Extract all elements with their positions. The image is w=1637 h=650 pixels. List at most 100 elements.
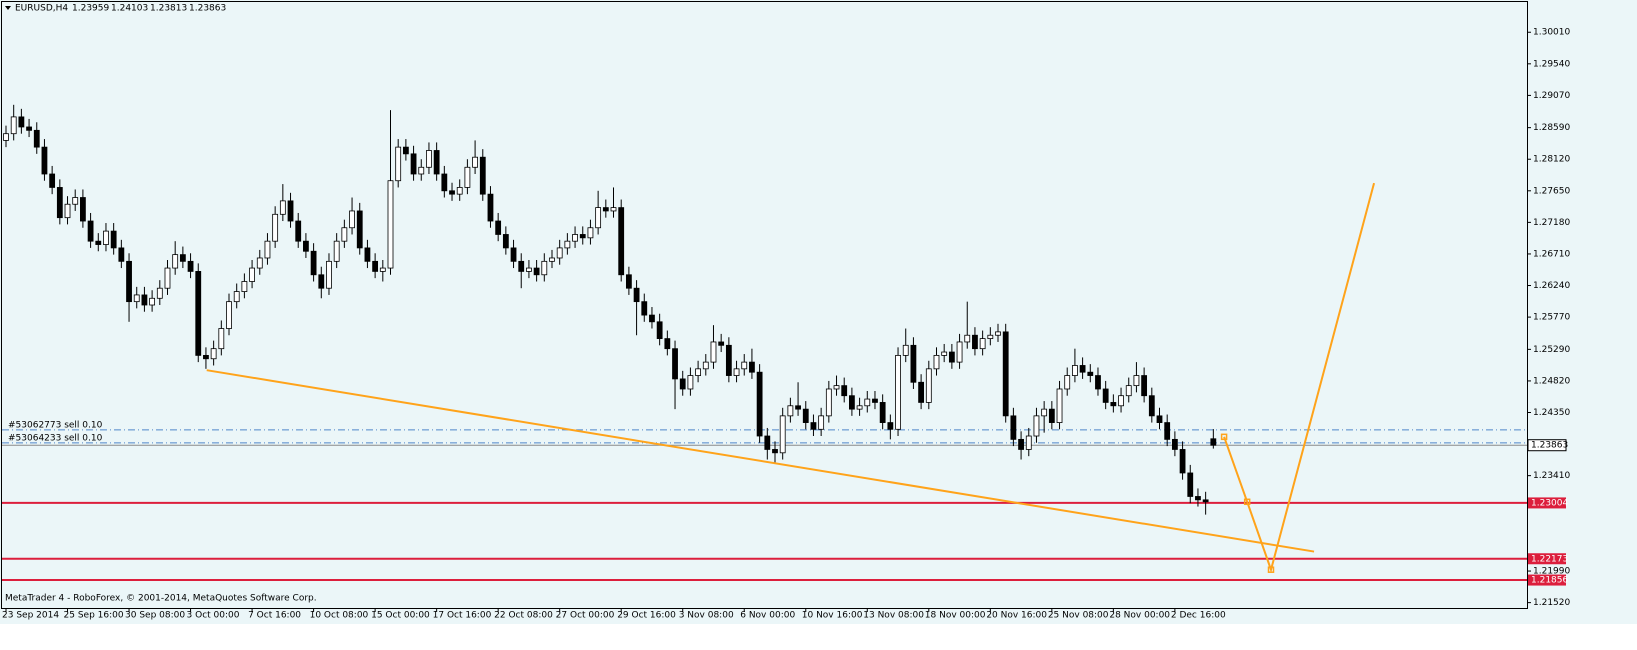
- candle-body: [1002, 331, 1009, 417]
- candle-body: [426, 150, 432, 168]
- candle-body: [595, 207, 602, 229]
- candle-body: [956, 341, 963, 363]
- candle-body: [895, 354, 901, 430]
- candle-body: [402, 146, 409, 155]
- x-tick-label: 27 Oct 00:00: [556, 611, 615, 621]
- candle-body: [779, 415, 786, 454]
- candle-body: [879, 402, 886, 423]
- candle-body: [587, 227, 594, 239]
- candle-body: [1148, 395, 1155, 417]
- x-tick-label: 23 Sep 2014: [2, 611, 59, 621]
- candle-body: [925, 368, 932, 403]
- level-label: 1.21856: [1531, 576, 1568, 586]
- candle-body: [1018, 438, 1024, 450]
- candle-body: [741, 361, 748, 370]
- candle-body: [841, 385, 848, 397]
- candle-body: [1095, 375, 1101, 390]
- candle-body: [195, 271, 202, 356]
- candle-body: [310, 250, 317, 276]
- x-tick-label: 25 Nov 08:00: [1048, 611, 1109, 621]
- candle-body: [987, 334, 994, 339]
- candle-body: [133, 294, 140, 303]
- candle-body: [341, 227, 348, 242]
- candle-body: [26, 126, 32, 131]
- candle-body: [833, 385, 840, 390]
- candle-body: [464, 166, 471, 188]
- candle-body: [49, 173, 56, 188]
- candle-body: [695, 368, 701, 376]
- candle-body: [141, 294, 148, 306]
- y-tick-label: 1.28120: [1533, 155, 1570, 165]
- candle-body: [80, 197, 86, 222]
- x-tick-label: 6 Nov 00:00: [740, 611, 795, 621]
- trendline-anchor: [1243, 498, 1251, 506]
- trendline: [206, 369, 1315, 553]
- candle-body: [472, 156, 478, 168]
- candle-body: [1102, 388, 1109, 403]
- x-tick-label: 20 Nov 16:00: [986, 611, 1047, 621]
- menu-triangle[interactable]: [5, 6, 11, 10]
- candle-body: [518, 260, 525, 272]
- level-box: [1528, 553, 1566, 565]
- candle-body: [579, 234, 586, 239]
- candle-body: [664, 338, 671, 350]
- candle-body: [364, 247, 371, 262]
- candle-body: [333, 240, 340, 262]
- candle-body: [110, 230, 117, 249]
- y-tick-label: 1.28590: [1533, 123, 1570, 133]
- candle-body: [87, 220, 94, 242]
- y-tick-label: 1.26710: [1533, 249, 1570, 259]
- y-tick-label: 1.27650: [1533, 186, 1570, 196]
- candle-body: [387, 180, 394, 269]
- candle-body: [1195, 496, 1201, 501]
- candle-body: [1125, 385, 1132, 397]
- symbol-title: EURUSD,H4: [15, 4, 68, 14]
- candle-body: [249, 267, 255, 282]
- y-tick-label: 1.26240: [1533, 281, 1570, 291]
- candle-body: [733, 368, 740, 376]
- candle-body: [710, 341, 717, 363]
- candle-body: [164, 267, 171, 289]
- candle-body: [1072, 365, 1078, 376]
- candle-body: [156, 287, 163, 299]
- candle-body: [318, 274, 325, 289]
- candle-body: [972, 334, 978, 350]
- candle-body: [948, 351, 955, 363]
- order-label: #53062773 sell 0.10: [8, 420, 103, 430]
- candle-body: [241, 281, 248, 292]
- candle-body: [395, 146, 402, 182]
- candle-body: [1156, 415, 1163, 423]
- x-tick-label: 3 Oct 00:00: [187, 611, 240, 621]
- y-tick-label: 1.21520: [1533, 598, 1570, 608]
- candle-body: [687, 375, 694, 390]
- candle-body: [303, 240, 309, 252]
- level-label: 1.23004: [1531, 498, 1568, 508]
- candle-body: [410, 153, 417, 175]
- candle-body: [510, 247, 517, 262]
- y-tick-label: 1.24820: [1533, 376, 1570, 386]
- candle-body: [979, 338, 986, 350]
- candle-body: [556, 247, 563, 259]
- candle-body: [1118, 395, 1124, 407]
- candle-body: [495, 220, 502, 235]
- candle-body: [479, 156, 486, 195]
- trendline-anchor: [1267, 566, 1275, 573]
- candle-body: [910, 344, 917, 383]
- candle-body: [802, 408, 809, 423]
- candle-body: [502, 234, 509, 249]
- candle-body: [787, 405, 794, 417]
- candle-body: [233, 291, 240, 303]
- candle-body: [103, 230, 109, 245]
- candle-body: [756, 371, 763, 437]
- candle-body: [1048, 408, 1055, 423]
- candle-body: [564, 240, 571, 249]
- candle-body: [433, 150, 440, 175]
- trendline-anchor: [1220, 433, 1228, 441]
- candle-body: [1033, 415, 1040, 437]
- candle-body: [725, 344, 732, 376]
- candle-body: [672, 348, 678, 380]
- y-tick-label: 1.25770: [1533, 313, 1570, 323]
- candle-body: [1087, 371, 1094, 376]
- candle-body: [326, 260, 332, 289]
